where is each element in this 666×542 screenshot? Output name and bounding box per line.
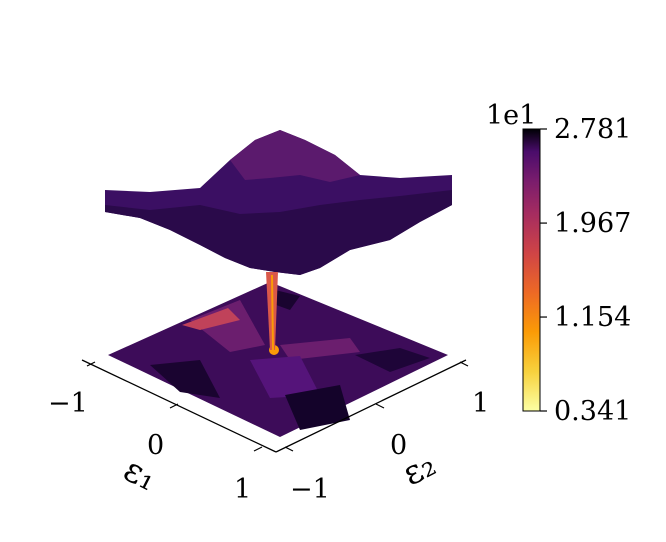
y-axis-ticks: −1 0 1 [284,361,489,505]
x-tick-label: 1 [234,474,251,505]
x-axis-line [81,359,277,453]
y-tick-mark [375,403,385,409]
x-tick-mark [86,361,96,367]
colorbar-gradient [522,128,541,412]
y-tick-label: 0 [390,430,407,461]
x-axis-ticks: −1 0 1 [48,361,263,505]
colorbar: 1e1 2.781 1.967 1.154 0.341 [486,100,631,427]
floor-dark-patch-2 [285,385,350,430]
floor-dark-patch-3 [355,348,430,372]
colorbar-tick-label: 0.341 [554,396,631,427]
colorbar-multiplier: 1e1 [486,100,536,131]
colorbar-tick-label: 1.154 [554,302,631,333]
colorbar-ticks: 2.781 1.967 1.154 0.341 [540,114,631,427]
x-tick-label: −1 [48,388,88,419]
colorbar-tick-label: 2.781 [554,114,631,145]
surface-ridge [230,130,360,182]
surface-3d [105,130,452,351]
x-tick-mark [253,446,263,452]
floor-band-orange [182,308,240,330]
floor-band-right [280,338,360,360]
floor-band-lower [250,356,320,398]
y-tick-mark [459,361,469,367]
y-tick-mark [284,446,294,452]
x-tick-label: 0 [147,430,164,461]
floor-dark-patch-1 [150,360,220,398]
contour-floor [108,282,448,437]
floor-band-left [190,300,265,352]
surface-front-edge [105,190,452,275]
y-axis-line [275,359,467,453]
colorbar-tick-label: 1.967 [554,208,631,239]
y-tick-label: 1 [472,388,489,419]
y-tick-label: −1 [290,474,330,505]
surface-spike-core [271,274,274,351]
x-tick-mark [169,403,179,409]
